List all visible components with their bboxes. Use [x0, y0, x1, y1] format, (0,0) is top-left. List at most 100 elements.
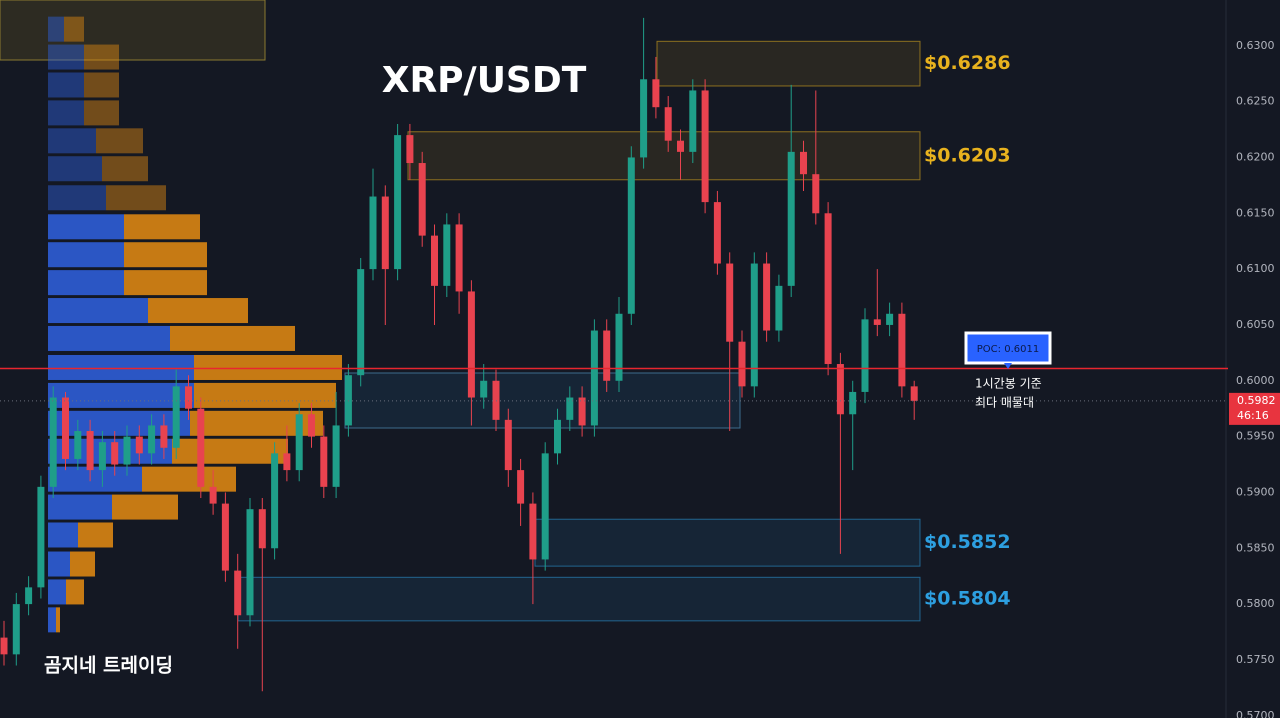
- zone-box: [0, 0, 266, 61]
- profile-sell-bar: [172, 438, 288, 464]
- profile-buy-bar: [48, 270, 124, 296]
- y-tick-label: 0.5850: [1236, 541, 1275, 554]
- candle-body: [443, 224, 451, 286]
- y-tick-label: 0.6000: [1236, 374, 1275, 387]
- candle-body: [332, 425, 340, 487]
- candle-body: [677, 140, 684, 152]
- candle-body: [12, 604, 20, 655]
- candle-body: [480, 380, 488, 398]
- candle-body: [627, 157, 635, 314]
- candle-body: [640, 79, 648, 158]
- y-tick-label: 0.6150: [1236, 206, 1275, 219]
- zone-label: $0.6286: [924, 52, 1011, 74]
- candle-body: [283, 453, 291, 471]
- profile-sell-bar: [194, 354, 342, 380]
- zone-box: [534, 518, 921, 567]
- candle-body: [25, 587, 33, 605]
- candle-body: [824, 213, 832, 365]
- candle-body: [0, 637, 8, 655]
- profile-buy-bar: [48, 128, 96, 154]
- y-tick-label: 0.5950: [1236, 430, 1275, 443]
- candle-body: [234, 570, 242, 616]
- candle-body: [578, 397, 586, 426]
- candle-body: [738, 341, 746, 387]
- candle-body: [750, 263, 758, 387]
- candle-body: [467, 291, 475, 398]
- profile-buy-bar: [48, 579, 66, 605]
- y-tick-label: 0.6100: [1236, 262, 1275, 275]
- profile-sell-bar: [106, 185, 166, 211]
- y-tick-label: 0.5750: [1236, 653, 1275, 666]
- profile-buy-bar: [48, 100, 84, 126]
- profile-sell-bar: [190, 410, 323, 436]
- candle-body: [209, 486, 217, 504]
- profile-buy-bar: [48, 156, 102, 182]
- profile-sell-bar: [70, 551, 95, 577]
- candle-body: [86, 431, 94, 471]
- candle-body: [713, 202, 721, 264]
- candle-body: [295, 414, 303, 471]
- countdown-label: 46:16: [1237, 409, 1269, 422]
- poc-pointer: [1004, 363, 1012, 369]
- candle-body: [886, 313, 894, 325]
- candle-body: [455, 224, 463, 292]
- candle-body: [357, 269, 365, 376]
- candle-body: [431, 235, 438, 286]
- candle-body: [898, 313, 906, 387]
- y-tick-label: 0.5800: [1236, 597, 1275, 610]
- candle-body: [37, 486, 45, 588]
- candle-body: [160, 425, 168, 448]
- candle-body: [763, 263, 771, 331]
- candle-body: [566, 397, 574, 420]
- y-tick-label: 0.5700: [1236, 709, 1275, 718]
- zone-label: $0.5852: [924, 531, 1011, 553]
- candle-body: [172, 386, 180, 448]
- y-tick-label: 0.6200: [1236, 150, 1275, 163]
- profile-buy-bar: [48, 382, 194, 408]
- y-tick-label: 0.6050: [1236, 318, 1275, 331]
- zone-label: $0.6203: [924, 144, 1011, 166]
- candle-body: [197, 408, 205, 487]
- candle-body: [406, 135, 414, 164]
- profile-buy-bar: [48, 298, 148, 324]
- candle-body: [849, 391, 857, 415]
- candle-body: [529, 503, 537, 560]
- candle-body: [418, 163, 426, 236]
- candle-body: [664, 107, 672, 141]
- profile-buy-bar: [48, 44, 84, 70]
- profile-buy-bar: [48, 410, 190, 436]
- candle-body: [504, 419, 512, 471]
- profile-sell-bar: [64, 16, 84, 42]
- candle-body: [541, 453, 549, 560]
- candle-body: [258, 509, 266, 549]
- candle-body: [98, 442, 106, 471]
- profile-buy-bar: [48, 466, 142, 492]
- profile-buy-bar: [48, 494, 112, 520]
- candle-body: [74, 431, 82, 459]
- candle-body: [49, 397, 57, 487]
- profile-sell-bar: [148, 298, 248, 324]
- profile-buy-bar: [48, 185, 106, 211]
- candle-body: [910, 386, 918, 401]
- profile-buy-bar: [48, 325, 170, 351]
- candle-body: [787, 151, 795, 286]
- candle-body: [517, 470, 525, 504]
- candle-body: [689, 90, 697, 152]
- profile-buy-bar: [48, 72, 84, 98]
- candle-body: [800, 151, 807, 175]
- profile-sell-bar: [66, 579, 84, 605]
- candle-body: [873, 319, 881, 325]
- profile-sell-bar: [112, 494, 178, 520]
- watermark: 곰지네 트레이딩: [44, 655, 173, 677]
- last-price-label: 0.5982: [1237, 394, 1276, 407]
- candle-body: [590, 330, 598, 426]
- profile-buy-bar: [48, 354, 194, 380]
- candle-body: [701, 90, 709, 203]
- profile-buy-bar: [48, 551, 70, 577]
- candle-body: [123, 436, 131, 465]
- profile-sell-bar: [56, 607, 60, 633]
- chart-title: XRP/USDT: [382, 60, 587, 101]
- candle-body: [246, 509, 254, 616]
- candle-body: [492, 380, 500, 420]
